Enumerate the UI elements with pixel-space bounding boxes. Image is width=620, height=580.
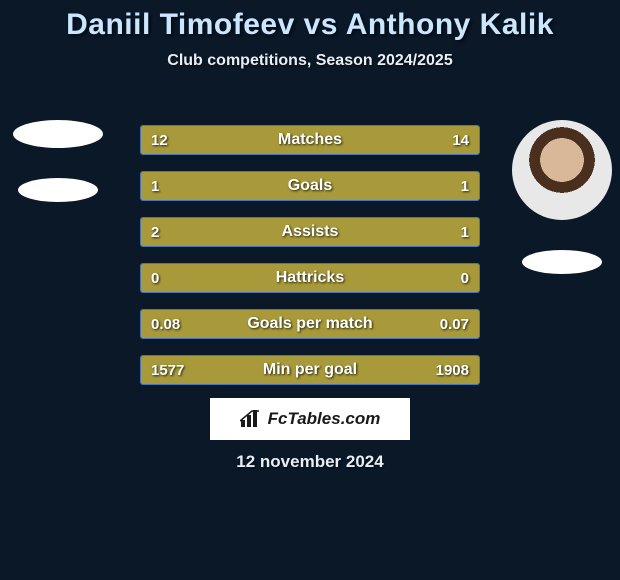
bar-row: 0.08 Goals per match 0.07 bbox=[140, 309, 480, 339]
bar-value-right: 1 bbox=[451, 218, 479, 246]
player-right-avatar bbox=[512, 120, 612, 220]
bar-value-right: 0.07 bbox=[430, 310, 479, 338]
player-right-column bbox=[512, 120, 612, 274]
bar-label: Goals per match bbox=[141, 310, 479, 338]
player-left-column bbox=[8, 120, 108, 202]
bar-label: Assists bbox=[141, 218, 479, 246]
bar-label: Matches bbox=[141, 126, 479, 154]
bar-row: 1 Goals 1 bbox=[140, 171, 480, 201]
bar-value-right: 0 bbox=[451, 264, 479, 292]
bar-label: Goals bbox=[141, 172, 479, 200]
bar-value-right: 14 bbox=[442, 126, 479, 154]
bar-row: 2 Assists 1 bbox=[140, 217, 480, 247]
player-left-name-pill bbox=[13, 120, 103, 148]
player-right-secondary-pill bbox=[522, 250, 602, 274]
bar-row: 1577 Min per goal 1908 bbox=[140, 355, 480, 385]
bar-row: 12 Matches 14 bbox=[140, 125, 480, 155]
bar-chart-icon bbox=[240, 410, 262, 428]
bar-value-right: 1908 bbox=[426, 356, 479, 384]
footer-badge-text: FcTables.com bbox=[268, 409, 381, 429]
bar-value-right: 1 bbox=[451, 172, 479, 200]
page-title: Daniil Timofeev vs Anthony Kalik bbox=[0, 0, 620, 42]
date-text: 12 november 2024 bbox=[0, 452, 620, 472]
comparison-bars: 12 Matches 14 1 Goals 1 2 Assists 1 0 Ha… bbox=[140, 125, 480, 385]
footer-badge[interactable]: FcTables.com bbox=[210, 398, 410, 440]
bar-row: 0 Hattricks 0 bbox=[140, 263, 480, 293]
subtitle: Club competitions, Season 2024/2025 bbox=[0, 52, 620, 70]
bar-label: Hattricks bbox=[141, 264, 479, 292]
player-left-secondary-pill bbox=[18, 178, 98, 202]
